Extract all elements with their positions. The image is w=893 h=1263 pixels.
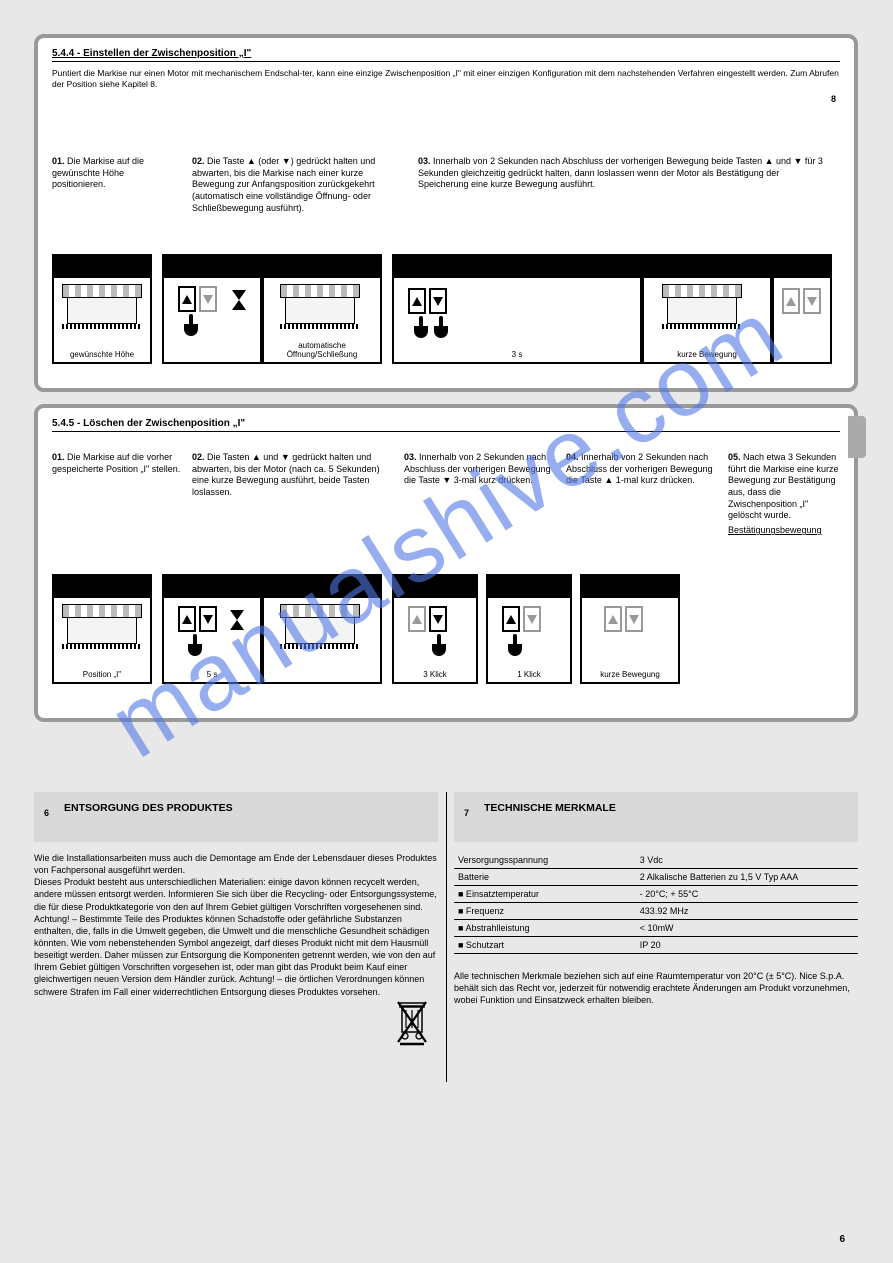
language-tab [848, 416, 866, 458]
section-number: 6 [44, 808, 49, 818]
step-num: 02. [192, 156, 205, 166]
spec-value: 3 Vdc [636, 852, 858, 869]
step-num: 01. [52, 452, 65, 462]
specs-note: Alle technischen Merkmale beziehen sich … [454, 970, 858, 1006]
step-text: Nach etwa 3 Sekunden führt die Markise e… [728, 452, 839, 520]
divider [52, 431, 840, 432]
spec-label: Batterie [454, 869, 636, 886]
section-disposal-title: ENTSORGUNG DES PRODUKTES [64, 802, 426, 814]
step-underline: Bestätigungsbewegung [728, 525, 840, 537]
vertical-divider [446, 792, 447, 1082]
step-text: Innerhalb von 2 Sekunden nach Abschluss … [566, 452, 713, 485]
step-num: 04. [566, 452, 579, 462]
step-text: Die Markise auf die gewünschte Höhe posi… [52, 156, 144, 189]
divider [52, 61, 840, 62]
section-specs-header: 7 TECHNISCHE MERKMALE [454, 792, 858, 842]
section-disposal-body: Wie die Installationsarbeiten muss auch … [34, 852, 438, 998]
section-specs-title: TECHNISCHE MERKMALE [484, 802, 846, 814]
weee-icon [394, 1000, 430, 1046]
diagram-caption: gewünschte Höhe [56, 351, 148, 360]
spec-value: 433.92 MHz [636, 903, 858, 920]
panel1-title: 5.4.4 - Einstellen der Zwischenposition … [52, 48, 840, 59]
spec-value: < 10mW [636, 920, 858, 937]
step-num: 03. [418, 156, 431, 166]
diagram-caption: Position „I" [56, 671, 148, 680]
step-num: 01. [52, 156, 65, 166]
diagram-caption: 3 s [396, 351, 638, 360]
specs-table: Versorgungsspannung3 VdcBatterie2 Alkali… [454, 852, 858, 954]
spec-value: IP 20 [636, 937, 858, 954]
spec-label: Versorgungsspannung [454, 852, 636, 869]
spec-label: ■ Frequenz [454, 903, 636, 920]
panel1-subtitle: Puntiert die Markise nur einen Motor mit… [52, 68, 840, 90]
diagram-caption: automatische Öffnung/Schließung [266, 342, 378, 360]
panel2-title: 5.4.5 - Löschen der Zwischenposition „I" [52, 418, 840, 429]
section-disposal-header: 6 ENTSORGUNG DES PRODUKTES [34, 792, 438, 842]
spec-label: ■ Einsatztemperatur [454, 886, 636, 903]
step-num: 03. [404, 452, 417, 462]
spec-label: ■ Abstrahlleistung [454, 920, 636, 937]
spec-label: ■ Schutzart [454, 937, 636, 954]
diagram-caption: kurze Bewegung [646, 351, 768, 360]
spec-value: 2 Alkalische Batterien zu 1,5 V Typ AAA [636, 869, 858, 886]
diagram-caption: 1 Klick [490, 671, 568, 680]
step-text: Die Markise auf die vorher gespeicherte … [52, 452, 180, 474]
section-number: 7 [464, 808, 469, 818]
step-text: Innerhalb von 2 Sekunden nach Abschluss … [418, 156, 823, 189]
step-num: 05. [728, 452, 741, 462]
panel-set-intermediate: 5.4.4 - Einstellen der Zwischenposition … [34, 34, 858, 392]
step-text: Die Tasten ▲ und ▼ gedrückt halten und a… [192, 452, 380, 497]
spec-value: - 20°C; + 55°C [636, 886, 858, 903]
step-text: Die Taste ▲ (oder ▼) gedrückt halten und… [192, 156, 375, 213]
step-text: Innerhalb von 2 Sekunden nach Abschluss … [404, 452, 551, 485]
diagram-caption: kurze Bewegung [584, 671, 676, 680]
panel-delete-intermediate: 5.4.5 - Löschen der Zwischenposition „I"… [34, 404, 858, 722]
diagram-caption: 3 Klick [396, 671, 474, 680]
page-number: 6 [839, 1234, 845, 1245]
diagram-caption: 5 s [166, 671, 258, 680]
step-num: 02. [192, 452, 205, 462]
panel1-page-ref: 8 [831, 94, 836, 104]
